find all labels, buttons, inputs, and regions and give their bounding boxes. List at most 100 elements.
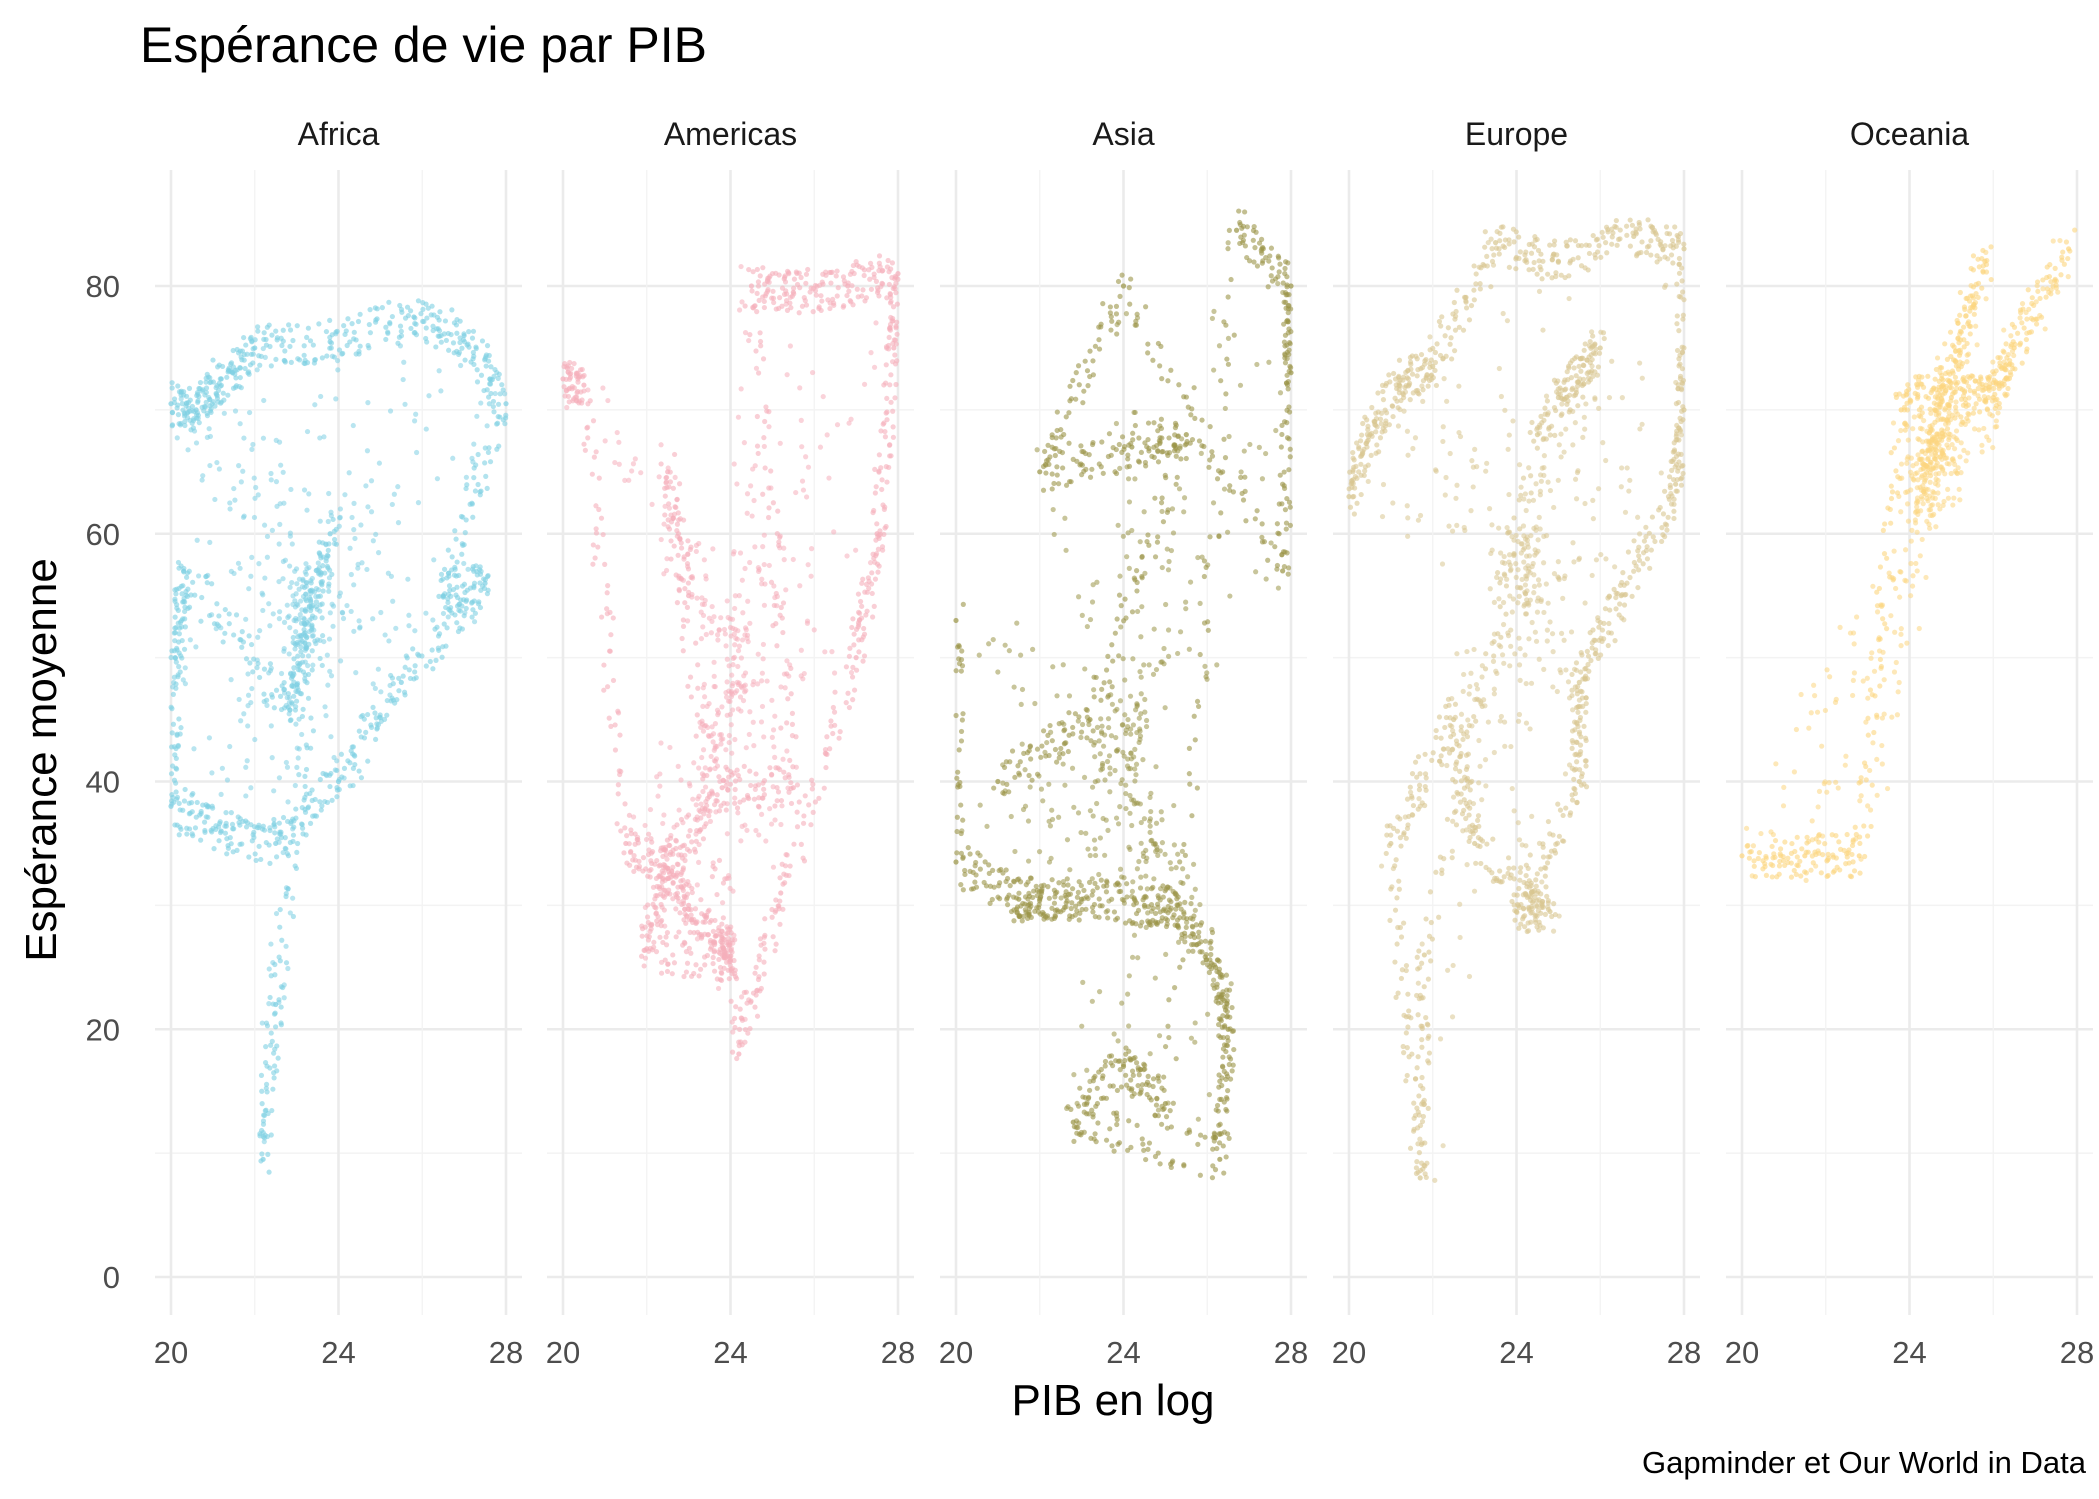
- data-point: [1123, 805, 1129, 812]
- data-point: [1167, 907, 1173, 913]
- data-point: [286, 613, 292, 619]
- data-point: [1116, 888, 1122, 895]
- data-point: [393, 625, 399, 631]
- data-point: [1279, 501, 1285, 507]
- data-point: [191, 746, 197, 752]
- data-point: [762, 932, 768, 938]
- data-point: [203, 375, 209, 381]
- data-point: [1135, 800, 1141, 806]
- data-point: [302, 773, 308, 780]
- data-point: [1069, 900, 1075, 906]
- data-point: [718, 803, 724, 809]
- data-point: [261, 522, 268, 528]
- data-point: [665, 961, 671, 967]
- data-point: [264, 533, 271, 540]
- data-point: [406, 612, 412, 618]
- data-point: [758, 942, 764, 948]
- data-point: [618, 828, 624, 834]
- data-point: [406, 623, 412, 629]
- data-point: [829, 649, 835, 655]
- data-point: [270, 1086, 276, 1092]
- data-point: [459, 345, 465, 351]
- data-point: [991, 884, 997, 890]
- data-point: [462, 529, 468, 536]
- data-point: [1358, 461, 1364, 467]
- data-point: [1099, 1075, 1105, 1081]
- data-point: [378, 689, 384, 695]
- data-point: [784, 372, 790, 378]
- data-point: [1065, 748, 1071, 755]
- data-point: [290, 634, 296, 641]
- data-point: [405, 576, 411, 582]
- data-point: [1362, 468, 1368, 474]
- data-point: [604, 611, 610, 617]
- facet-label: Americas: [664, 116, 797, 152]
- data-point: [1223, 1076, 1229, 1082]
- data-point: [696, 793, 702, 799]
- data-point: [571, 396, 577, 402]
- data-point: [356, 728, 362, 734]
- data-point: [735, 772, 741, 779]
- data-point: [1108, 1053, 1115, 1059]
- data-point: [706, 813, 712, 819]
- data-point: [1110, 658, 1116, 664]
- data-point: [1066, 710, 1072, 716]
- data-point: [682, 600, 688, 606]
- data-point: [323, 541, 329, 547]
- data-point: [294, 764, 300, 770]
- data-point: [746, 731, 752, 738]
- data-point: [1142, 570, 1148, 576]
- data-point: [324, 652, 330, 658]
- data-point: [708, 917, 714, 924]
- data-point: [1220, 996, 1226, 1002]
- data-point: [783, 587, 789, 593]
- data-point: [798, 417, 804, 423]
- data-point: [892, 395, 898, 401]
- data-point: [732, 800, 738, 806]
- data-point: [664, 929, 671, 936]
- data-point: [365, 758, 371, 764]
- data-point: [281, 686, 288, 693]
- data-point: [245, 703, 251, 709]
- data-point: [872, 490, 878, 496]
- data-point: [1096, 1069, 1102, 1075]
- data-point: [689, 889, 695, 896]
- data-point: [752, 970, 758, 976]
- data-point: [1122, 712, 1128, 718]
- data-point: [294, 680, 301, 686]
- data-point: [1102, 1063, 1108, 1069]
- data-point: [874, 521, 880, 527]
- data-point: [758, 985, 764, 992]
- data-point: [226, 621, 232, 627]
- data-point: [182, 624, 188, 630]
- data-point: [617, 771, 623, 778]
- data-point: [426, 393, 432, 399]
- data-point: [1286, 467, 1292, 473]
- data-point: [285, 691, 291, 697]
- data-point: [1126, 766, 1132, 772]
- data-point: [794, 270, 800, 276]
- data-point: [337, 506, 343, 512]
- data-point: [761, 786, 767, 792]
- data-point: [353, 670, 359, 676]
- data-point: [747, 332, 753, 338]
- data-point: [725, 787, 731, 793]
- data-point: [1114, 321, 1120, 328]
- data-point: [168, 744, 175, 750]
- data-point: [657, 885, 663, 892]
- data-point: [307, 820, 314, 826]
- data-point: [829, 269, 835, 275]
- data-point: [1034, 447, 1040, 453]
- data-point: [1016, 772, 1023, 778]
- x-tick-label: 24: [713, 1335, 747, 1370]
- data-point: [1155, 904, 1161, 910]
- data-point: [777, 545, 783, 551]
- data-point: [216, 838, 222, 844]
- data-point: [340, 350, 346, 356]
- data-point: [728, 946, 735, 952]
- data-point: [821, 785, 827, 791]
- data-point: [1045, 884, 1051, 890]
- data-point: [298, 644, 304, 650]
- data-point: [1241, 232, 1247, 238]
- data-point: [1225, 1131, 1231, 1137]
